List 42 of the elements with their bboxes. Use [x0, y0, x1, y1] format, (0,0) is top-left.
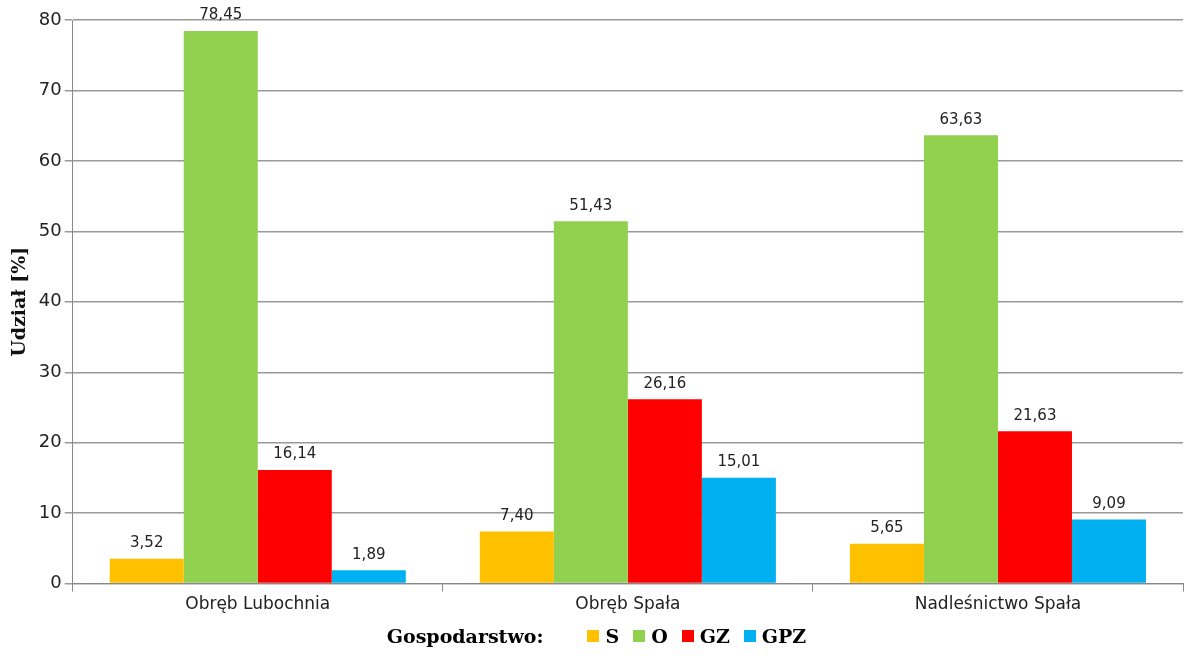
- data-label: 9,09: [1092, 493, 1126, 512]
- data-label: 7,40: [500, 505, 534, 524]
- bar: [923, 135, 998, 583]
- y-tick-label: 50: [38, 219, 62, 241]
- data-label: 21,63: [1013, 405, 1057, 424]
- data-label: 15,01: [717, 452, 761, 471]
- bar: [1071, 519, 1146, 583]
- bar: [701, 477, 776, 583]
- data-label: 3,52: [130, 533, 164, 552]
- bar: [627, 399, 702, 583]
- data-label: 5,65: [870, 518, 904, 537]
- data-label: 63,63: [939, 109, 983, 128]
- legend-label: S: [605, 625, 620, 647]
- bar: [109, 558, 184, 583]
- x-tick-label: Nadleśnictwo Spała: [914, 593, 1082, 614]
- data-label: 78,45: [199, 5, 243, 24]
- bar: [257, 469, 332, 583]
- bar: [183, 30, 258, 583]
- x-tick-label: Obręb Lubochnia: [185, 593, 331, 614]
- bar: [849, 543, 924, 583]
- y-tick-label: 30: [38, 359, 62, 381]
- data-label: 51,43: [569, 195, 613, 214]
- x-tick-label: Obręb Spała: [575, 593, 681, 614]
- y-tick-label: 70: [38, 78, 62, 100]
- y-axis-title: Udział [%]: [7, 246, 30, 357]
- y-tick-label: 0: [50, 571, 62, 593]
- y-tick-label: 80: [38, 7, 62, 29]
- data-label: 16,14: [273, 444, 317, 463]
- bar: [997, 431, 1072, 583]
- data-label: 1,89: [352, 544, 386, 563]
- bar: [553, 221, 628, 583]
- legend-label: GZ: [699, 625, 730, 647]
- legend-title: Gospodarstwo:: [386, 625, 544, 647]
- y-tick-label: 40: [38, 289, 62, 311]
- bar: [331, 570, 406, 583]
- y-tick-label: 60: [38, 148, 62, 170]
- legend-label: O: [651, 625, 668, 647]
- bar: [479, 531, 554, 583]
- legend-label: GPZ: [761, 625, 807, 647]
- y-tick-label: 10: [38, 500, 62, 522]
- data-label: 26,16: [643, 373, 687, 392]
- y-tick-label: 20: [38, 430, 62, 452]
